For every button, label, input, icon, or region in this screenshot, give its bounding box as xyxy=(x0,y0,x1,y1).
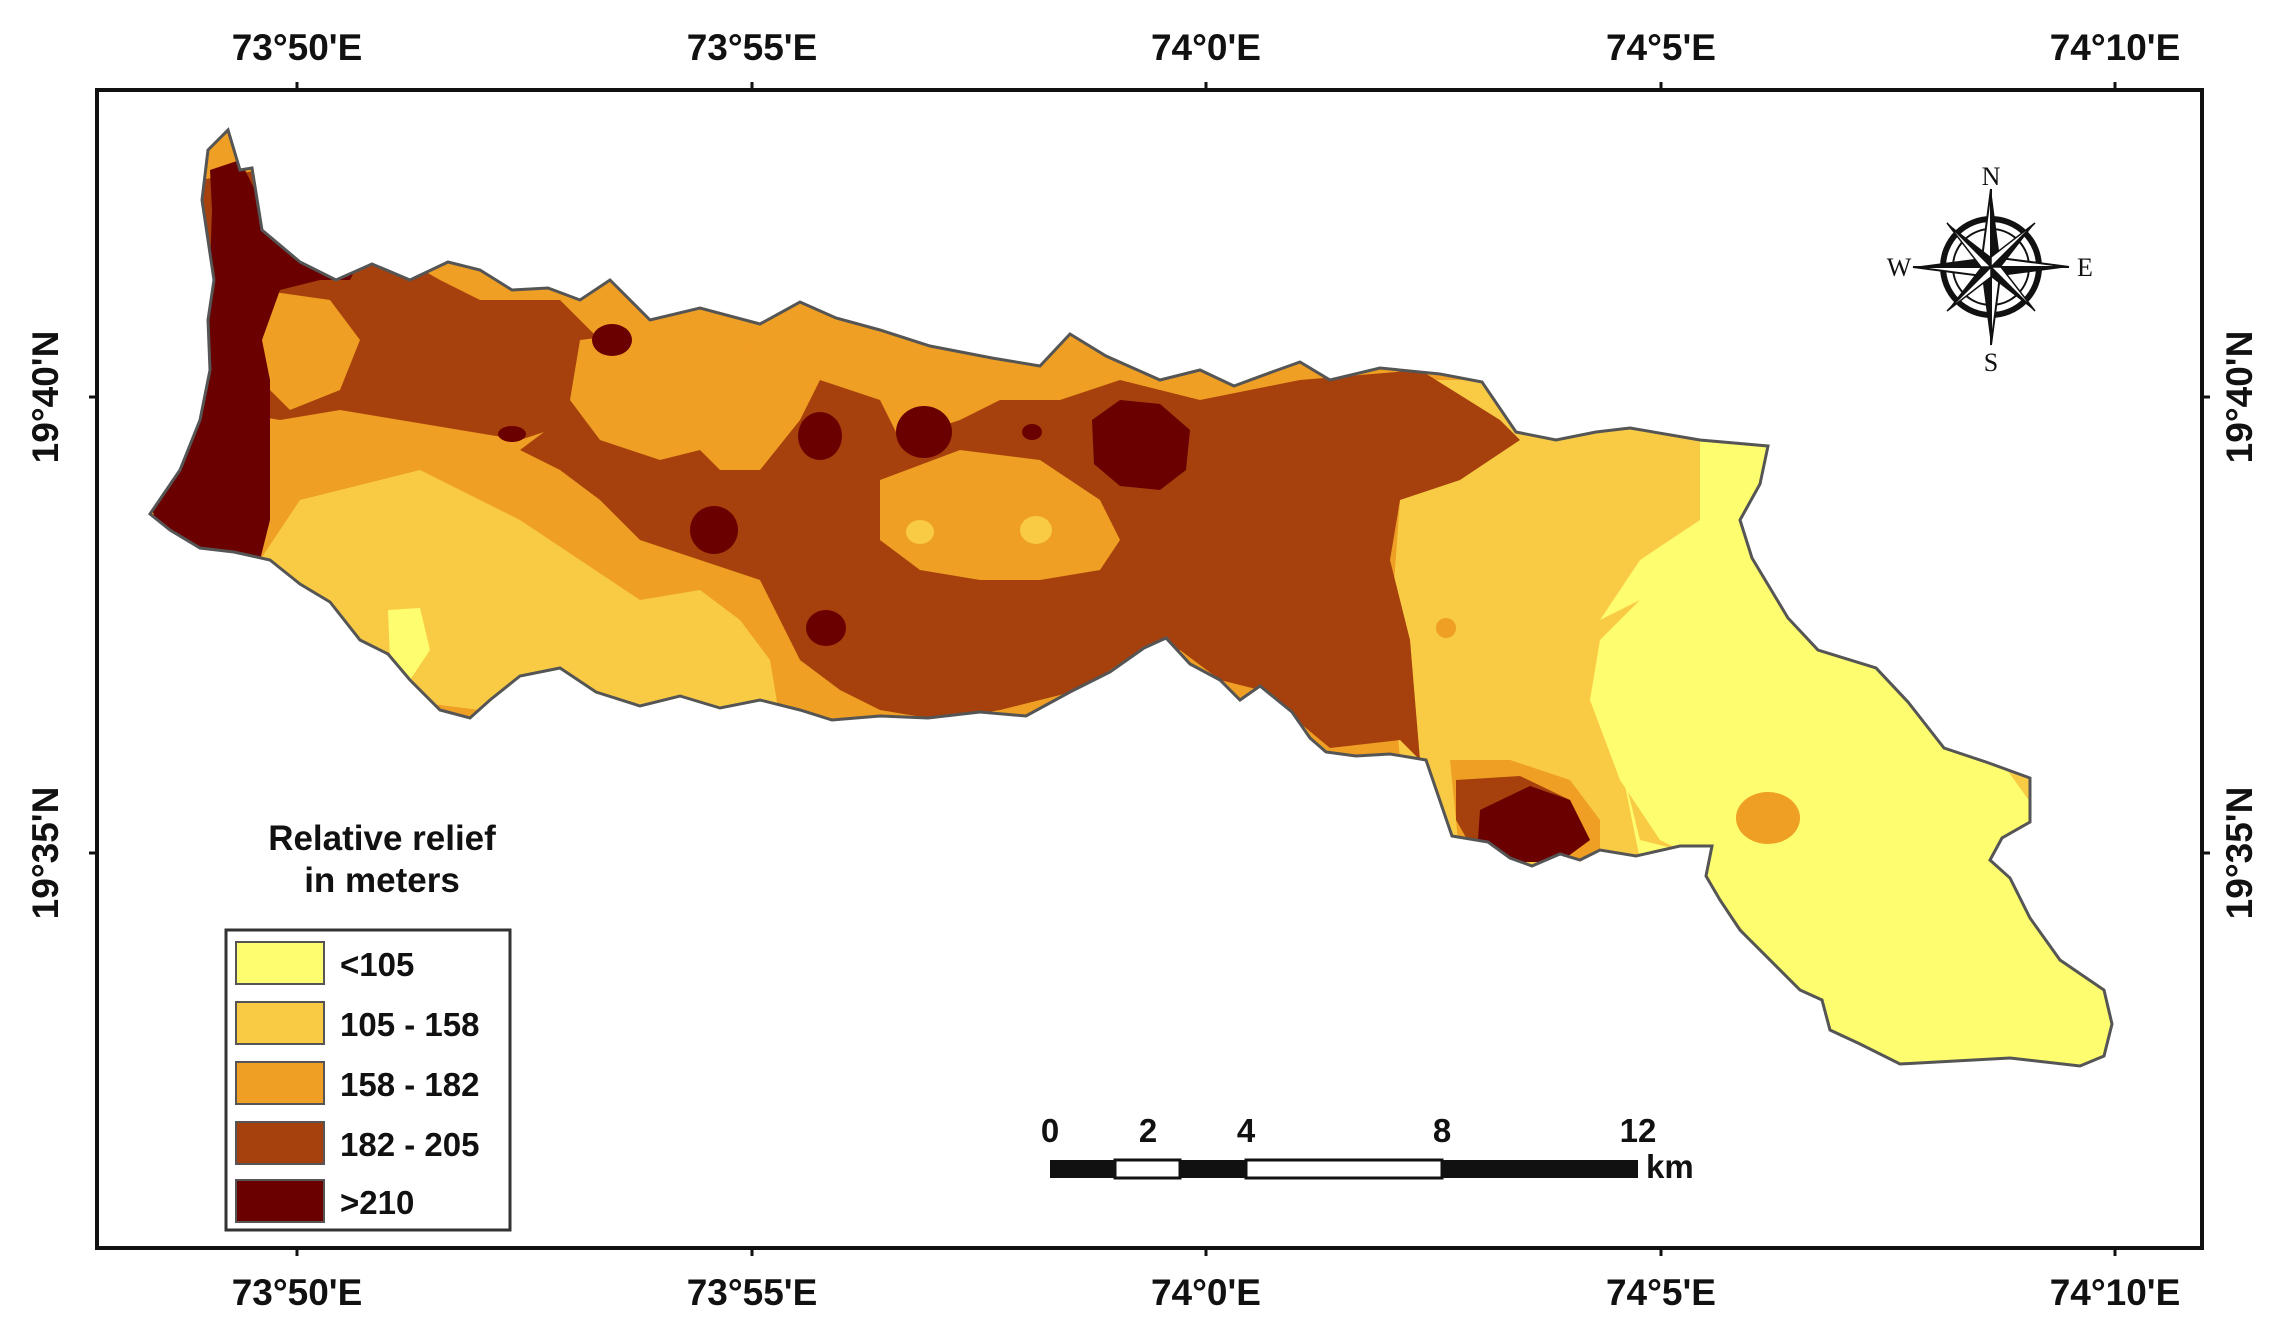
relief-zone-lt-105 xyxy=(1590,560,2112,1066)
compass-south-label: S xyxy=(1984,348,1998,377)
compass-east-label: E xyxy=(2077,253,2093,282)
relief-zone-lt-105 xyxy=(388,608,430,680)
scale-segment xyxy=(1113,1158,1182,1180)
bottom-lon-label: 74°5'E xyxy=(1606,1272,1716,1313)
relief-zone-158-182 xyxy=(260,290,360,410)
scale-segment xyxy=(1180,1160,1246,1178)
bottom-longitude-labels: 73°50'E 73°55'E 74°0'E 74°5'E 74°10'E xyxy=(232,1272,2181,1313)
right-lat-label: 19°40'N xyxy=(2219,331,2260,464)
relief-zone-gt-210 xyxy=(1436,618,1456,638)
bottom-lon-label: 74°0'E xyxy=(1151,1272,1261,1313)
legend-label: 105 - 158 xyxy=(340,1006,479,1043)
right-latitude-labels: 19°40'N 19°35'N xyxy=(2219,331,2260,920)
top-lon-label: 73°55'E xyxy=(687,27,818,68)
relief-zone-gt-210 xyxy=(1478,786,1590,862)
graticule-ticks xyxy=(89,82,2210,1256)
relief-zone-gt-210 xyxy=(1022,424,1042,440)
bottom-lon-label: 73°55'E xyxy=(687,1272,818,1313)
top-lon-label: 74°0'E xyxy=(1151,27,1261,68)
map-frame xyxy=(95,88,2204,1250)
legend-item: <105 xyxy=(235,941,414,985)
scale-segment xyxy=(1442,1160,1638,1178)
relief-zone-gt-210 xyxy=(798,412,842,460)
relief-zone-gt-210 xyxy=(498,426,526,442)
relief-zone-gt-210 xyxy=(592,324,632,356)
scale-label: 12 xyxy=(1620,1112,1657,1149)
relief-zone-105-158 xyxy=(1020,516,1052,544)
left-lat-label: 19°35'N xyxy=(25,787,66,920)
relief-zone-158-182 xyxy=(1736,792,1800,844)
legend-swatch xyxy=(235,1061,325,1105)
scale-unit: km xyxy=(1646,1148,1694,1185)
compass-west-label: W xyxy=(1887,253,1912,282)
relief-zone-158-182 xyxy=(570,330,770,460)
scale-label: 8 xyxy=(1433,1112,1451,1149)
legend-title-line2: in meters xyxy=(304,861,460,900)
legend-label: 182 - 205 xyxy=(340,1126,479,1163)
left-lat-label: 19°40'N xyxy=(25,331,66,464)
right-lat-label: 19°35'N xyxy=(2219,787,2260,920)
relief-zone-gt-210 xyxy=(690,506,738,554)
legend-item: 158 - 182 xyxy=(235,1061,479,1105)
scale-label: 4 xyxy=(1237,1112,1256,1149)
legend-swatch xyxy=(235,941,325,985)
relief-zone-gt-210 xyxy=(1092,400,1190,490)
relief-zone-gt-210 xyxy=(806,610,846,646)
top-lon-label: 74°5'E xyxy=(1606,27,1716,68)
north-arrow: N S E W xyxy=(1887,162,2093,377)
compass-star-icon xyxy=(1912,188,2070,346)
legend: Relative relief in meters <105 105 - 158… xyxy=(224,819,512,1232)
legend-swatch xyxy=(235,1121,325,1165)
scale-label: 0 xyxy=(1041,1112,1059,1149)
legend-title-line1: Relative relief xyxy=(268,819,496,858)
bottom-lon-label: 73°50'E xyxy=(232,1272,363,1313)
relief-zone-gt-210 xyxy=(896,406,952,458)
top-longitude-labels: 73°50'E 73°55'E 74°0'E 74°5'E 74°10'E xyxy=(232,27,2181,68)
relief-zone-158-182 xyxy=(880,450,1120,580)
legend-label: 158 - 182 xyxy=(340,1066,479,1103)
legend-item: 105 - 158 xyxy=(235,1001,479,1045)
compass-north-label: N xyxy=(1982,162,2001,191)
bottom-lon-label: 74°10'E xyxy=(2050,1272,2181,1313)
top-lon-label: 73°50'E xyxy=(232,27,363,68)
left-latitude-labels: 19°40'N 19°35'N xyxy=(25,331,66,920)
legend-item: >210 xyxy=(235,1179,414,1223)
relief-zone-105-158 xyxy=(1530,500,1574,548)
top-lon-label: 74°10'E xyxy=(2050,27,2181,68)
scale-segment xyxy=(1050,1160,1115,1178)
legend-label: >210 xyxy=(340,1184,414,1221)
legend-swatch xyxy=(235,1179,325,1223)
basin-boundary xyxy=(147,127,2114,1068)
legend-label: <105 xyxy=(340,946,414,983)
relief-zone-105-158 xyxy=(906,520,934,544)
relief-zone-105-158 xyxy=(360,490,470,590)
scale-segment xyxy=(1244,1158,1444,1180)
scale-bar: 0 2 4 8 12 km xyxy=(1041,1112,1694,1185)
scale-label: 2 xyxy=(1139,1112,1157,1149)
legend-swatch xyxy=(235,1001,325,1045)
legend-item: 182 - 205 xyxy=(235,1121,479,1165)
